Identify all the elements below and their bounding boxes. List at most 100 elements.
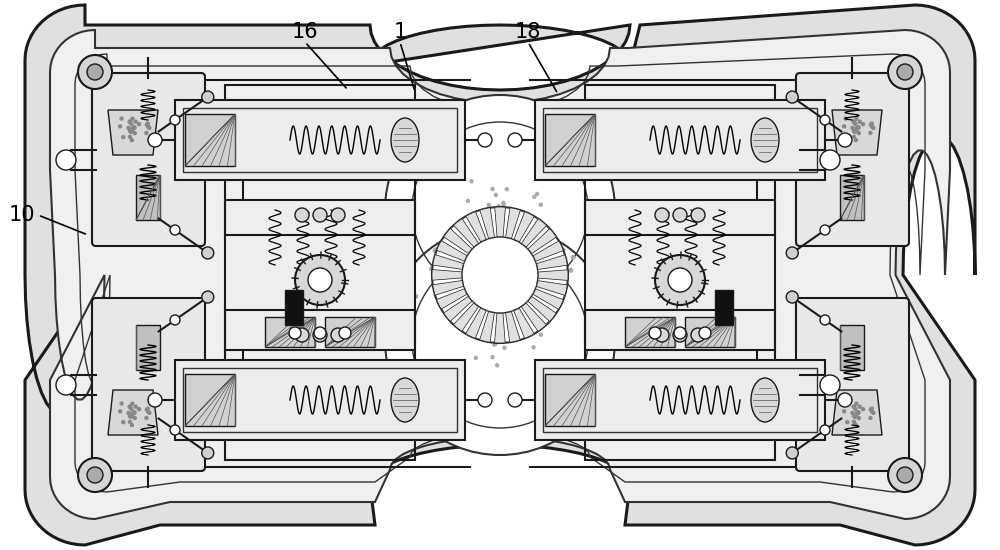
Bar [543,108,817,172]
Circle shape [544,294,548,298]
Circle shape [134,120,137,123]
Circle shape [432,207,568,343]
Circle shape [470,310,473,313]
Circle shape [844,117,847,120]
Bar [585,310,775,460]
Circle shape [532,346,535,349]
Circle shape [474,227,477,229]
Circle shape [857,411,860,414]
Circle shape [852,414,855,417]
Circle shape [502,201,505,205]
Polygon shape [453,302,479,331]
Circle shape [552,268,555,272]
Bar [543,368,817,432]
Circle shape [846,421,849,424]
Circle shape [497,205,500,207]
Circle shape [120,117,123,120]
Bar [535,100,825,180]
Circle shape [87,64,103,80]
Circle shape [786,247,798,259]
Circle shape [502,333,505,336]
Circle shape [128,414,131,417]
Circle shape [331,328,345,342]
Bar [625,317,675,347]
Bar [185,374,235,426]
Circle shape [441,239,445,243]
Circle shape [385,95,615,325]
Circle shape [133,411,136,414]
Circle shape [550,304,553,307]
Circle shape [786,91,798,103]
Circle shape [409,239,413,243]
Circle shape [130,130,133,133]
Circle shape [871,125,874,128]
Circle shape [448,267,451,270]
Circle shape [462,237,538,313]
Circle shape [843,125,846,128]
Circle shape [128,129,131,133]
Circle shape [314,327,326,339]
Circle shape [649,327,661,339]
Circle shape [569,268,573,272]
Bar [840,175,864,220]
Bar [285,290,303,325]
Bar [183,368,457,432]
Circle shape [505,188,508,191]
Circle shape [493,213,496,216]
Circle shape [56,150,76,170]
Circle shape [148,126,151,129]
Circle shape [502,332,505,334]
Circle shape [56,375,76,395]
Circle shape [857,417,860,420]
Circle shape [539,203,542,206]
Bar [225,200,415,350]
Circle shape [130,408,133,410]
Circle shape [146,122,149,125]
Ellipse shape [391,118,419,162]
Circle shape [133,417,136,420]
Circle shape [872,411,875,414]
Circle shape [478,133,492,147]
Circle shape [852,420,855,424]
Circle shape [551,239,555,243]
Circle shape [145,123,148,126]
Circle shape [503,346,506,349]
Circle shape [339,327,351,339]
Circle shape [820,115,830,125]
Circle shape [503,216,506,219]
FancyBboxPatch shape [796,73,909,246]
Circle shape [519,239,523,243]
Polygon shape [505,311,520,342]
Circle shape [854,123,857,125]
Circle shape [451,248,455,252]
Polygon shape [433,255,464,270]
Polygon shape [521,219,547,248]
Circle shape [846,136,849,139]
Circle shape [170,315,180,325]
Bar [535,360,825,440]
Circle shape [484,257,488,261]
Circle shape [557,265,561,268]
Circle shape [130,415,133,418]
Circle shape [170,425,180,435]
Circle shape [515,262,518,266]
Circle shape [470,180,473,183]
Circle shape [655,328,669,342]
Circle shape [461,256,465,259]
Circle shape [129,130,132,133]
Circle shape [544,248,548,251]
Polygon shape [25,5,975,545]
Polygon shape [466,308,486,338]
Bar [685,317,735,347]
Circle shape [855,117,858,120]
Text: 1: 1 [393,22,407,42]
Circle shape [592,280,596,284]
Circle shape [655,208,669,222]
Bar [325,317,375,347]
Polygon shape [108,110,158,155]
Circle shape [494,323,497,327]
Ellipse shape [391,378,419,422]
Circle shape [699,327,711,339]
Circle shape [854,408,857,410]
Circle shape [508,393,522,407]
